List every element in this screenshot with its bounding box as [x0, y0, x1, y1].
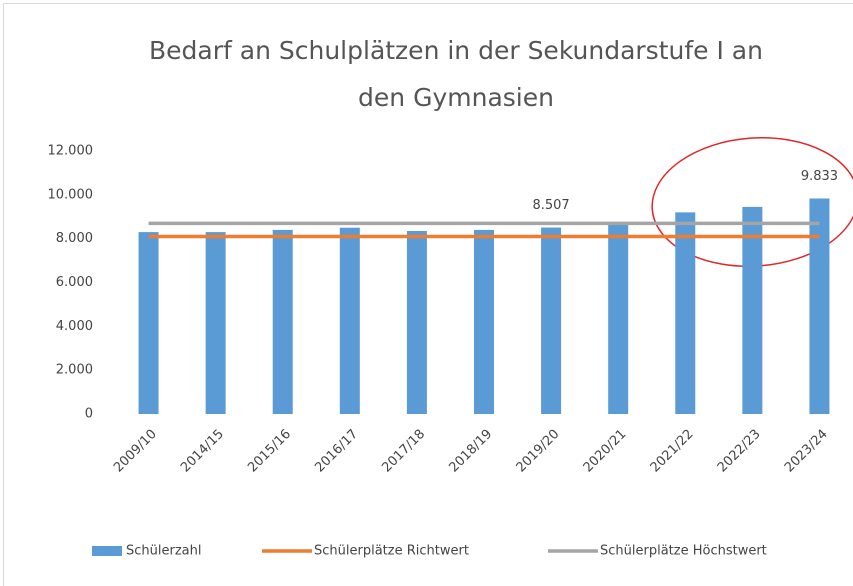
- x-tick-label: 2022/23: [715, 427, 764, 476]
- y-tick-label: 6.000: [56, 275, 93, 290]
- bar: [138, 232, 159, 414]
- y-tick-label: 10.000: [48, 187, 94, 202]
- y-tick-label: 12.000: [48, 144, 94, 159]
- x-tick-label: 2009/10: [111, 427, 160, 476]
- chart-frame: [3, 3, 853, 586]
- x-tick-label: 2018/19: [447, 427, 496, 476]
- bar: [406, 230, 427, 414]
- bar: [272, 229, 293, 414]
- y-tick-label: 0: [85, 407, 93, 422]
- x-tick-label: 2016/17: [312, 427, 361, 476]
- x-tick-label: 2014/15: [178, 427, 227, 476]
- bar: [809, 198, 830, 414]
- chart-title: den Gymnasien: [358, 83, 554, 112]
- bar: [742, 206, 763, 414]
- legend-swatch: [92, 546, 122, 556]
- x-tick-label: 2015/16: [245, 427, 294, 476]
- bar: [205, 232, 226, 414]
- data-label: 8.507: [532, 198, 569, 213]
- chart-title: Bedarf an Schulplätzen in der Sekundarst…: [149, 36, 763, 65]
- x-tick-label: 2019/20: [514, 427, 563, 476]
- x-tick-label: 2020/21: [581, 427, 630, 476]
- x-tick-label: 2023/24: [782, 427, 831, 476]
- bar: [541, 227, 562, 414]
- bar: [675, 212, 696, 414]
- x-tick-label: 2017/18: [379, 427, 428, 476]
- bar: [339, 227, 360, 414]
- legend-label: Schülerplätze Höchstwert: [600, 544, 767, 559]
- bar: [474, 229, 494, 414]
- bar: [608, 223, 629, 414]
- data-label: 9.833: [801, 169, 838, 184]
- x-tick-label: 2021/22: [648, 427, 697, 476]
- legend-label: Schülerplätze Richtwert: [314, 544, 469, 559]
- y-tick-label: 4.000: [56, 319, 93, 334]
- y-tick-label: 8.000: [56, 231, 93, 246]
- y-tick-label: 2.000: [56, 363, 93, 378]
- legend-label: Schülerzahl: [126, 544, 201, 559]
